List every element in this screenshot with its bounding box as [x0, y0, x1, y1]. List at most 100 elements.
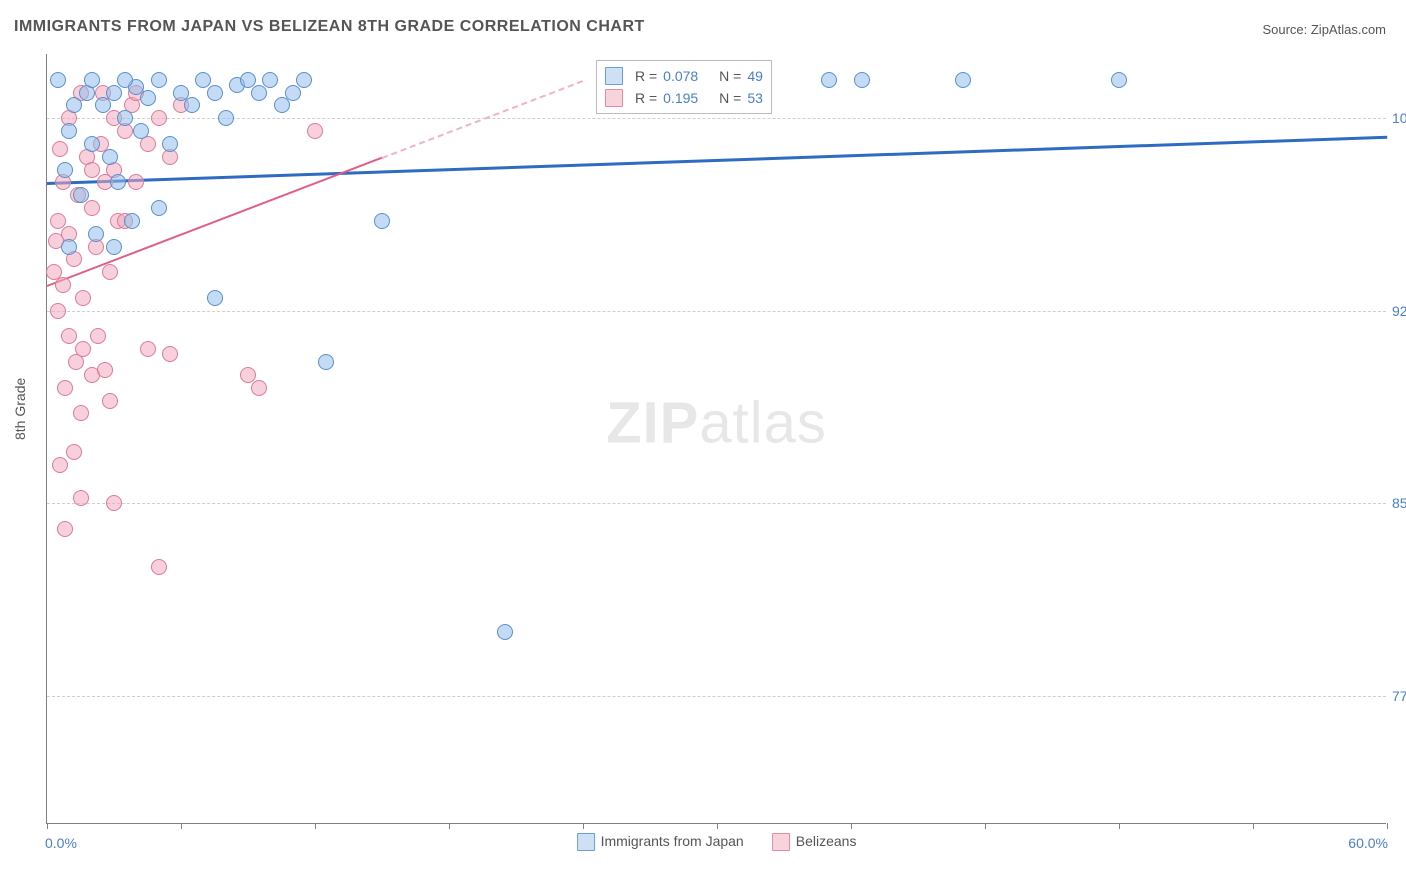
data-point — [854, 72, 870, 88]
data-point — [84, 136, 100, 152]
data-point — [95, 97, 111, 113]
data-point — [61, 239, 77, 255]
gridline — [47, 696, 1386, 697]
data-point — [57, 521, 73, 537]
data-point — [106, 85, 122, 101]
data-point — [117, 72, 133, 88]
x-tick — [1253, 823, 1254, 829]
legend-top-row: R = 0.078 N = 49 — [605, 65, 763, 87]
data-point — [184, 97, 200, 113]
data-point — [140, 341, 156, 357]
trend-line — [47, 136, 1387, 185]
data-point — [374, 213, 390, 229]
data-point — [218, 110, 234, 126]
x-axis-max-label: 60.0% — [1348, 835, 1388, 851]
x-tick — [315, 823, 316, 829]
swatch-icon — [605, 67, 623, 85]
data-point — [106, 495, 122, 511]
data-point — [151, 72, 167, 88]
data-point — [61, 123, 77, 139]
correlation-legend: R =0.078N =49R =0.195N =53 — [596, 60, 772, 114]
data-point — [151, 110, 167, 126]
gridline — [47, 118, 1386, 119]
data-point — [88, 226, 104, 242]
data-point — [106, 239, 122, 255]
swatch-icon — [772, 833, 790, 851]
data-point — [97, 362, 113, 378]
data-point — [307, 123, 323, 139]
data-point — [102, 264, 118, 280]
y-tick-label: 100.0% — [1392, 110, 1406, 126]
data-point — [274, 97, 290, 113]
data-point — [151, 559, 167, 575]
data-point — [207, 85, 223, 101]
y-tick-label: 85.0% — [1392, 495, 1406, 511]
data-point — [102, 149, 118, 165]
x-tick — [47, 823, 48, 829]
data-point — [84, 200, 100, 216]
x-tick — [181, 823, 182, 829]
data-point — [52, 141, 68, 157]
data-point — [73, 405, 89, 421]
r-label: R = — [635, 65, 657, 87]
data-point — [821, 72, 837, 88]
data-point — [296, 72, 312, 88]
data-point — [66, 97, 82, 113]
data-point — [151, 200, 167, 216]
x-tick — [985, 823, 986, 829]
data-point — [84, 162, 100, 178]
data-point — [73, 490, 89, 506]
data-point — [102, 393, 118, 409]
data-point — [75, 290, 91, 306]
n-value: 49 — [747, 65, 763, 87]
data-point — [90, 328, 106, 344]
data-point — [73, 187, 89, 203]
data-point — [52, 457, 68, 473]
data-point — [1111, 72, 1127, 88]
data-point — [140, 90, 156, 106]
n-label: N = — [719, 87, 741, 109]
legend-item-belize: Belizeans — [772, 833, 857, 851]
x-tick — [449, 823, 450, 829]
data-point — [133, 123, 149, 139]
data-point — [285, 85, 301, 101]
swatch-icon — [605, 89, 623, 107]
x-tick — [1119, 823, 1120, 829]
watermark-bold: ZIP — [606, 391, 699, 456]
data-point — [57, 162, 73, 178]
watermark: ZIPatlas — [606, 390, 827, 457]
data-point — [66, 444, 82, 460]
x-axis-min-label: 0.0% — [45, 835, 77, 851]
data-point — [162, 136, 178, 152]
data-point — [262, 72, 278, 88]
x-tick — [851, 823, 852, 829]
data-point — [128, 174, 144, 190]
data-point — [110, 174, 126, 190]
data-point — [75, 341, 91, 357]
r-value: 0.195 — [663, 87, 713, 109]
swatch-icon — [577, 833, 595, 851]
chart-plot-area: ZIPatlas 77.5%85.0%92.5%100.0% R =0.078N… — [46, 54, 1386, 824]
data-point — [117, 110, 133, 126]
y-tick-label: 92.5% — [1392, 303, 1406, 319]
data-point — [61, 328, 77, 344]
data-point — [251, 380, 267, 396]
trend-line — [382, 80, 584, 159]
r-value: 0.078 — [663, 65, 713, 87]
data-point — [124, 213, 140, 229]
data-point — [50, 303, 66, 319]
watermark-rest: atlas — [699, 391, 827, 456]
legend-item-japan: Immigrants from Japan — [577, 833, 744, 851]
data-point — [497, 624, 513, 640]
series-legend: Immigrants from Japan Belizeans — [577, 833, 857, 851]
y-tick-label: 77.5% — [1392, 688, 1406, 704]
x-tick — [583, 823, 584, 829]
data-point — [162, 346, 178, 362]
data-point — [251, 85, 267, 101]
legend-label: Immigrants from Japan — [601, 833, 744, 849]
data-point — [207, 290, 223, 306]
data-point — [318, 354, 334, 370]
n-label: N = — [719, 65, 741, 87]
data-point — [955, 72, 971, 88]
x-tick — [717, 823, 718, 829]
